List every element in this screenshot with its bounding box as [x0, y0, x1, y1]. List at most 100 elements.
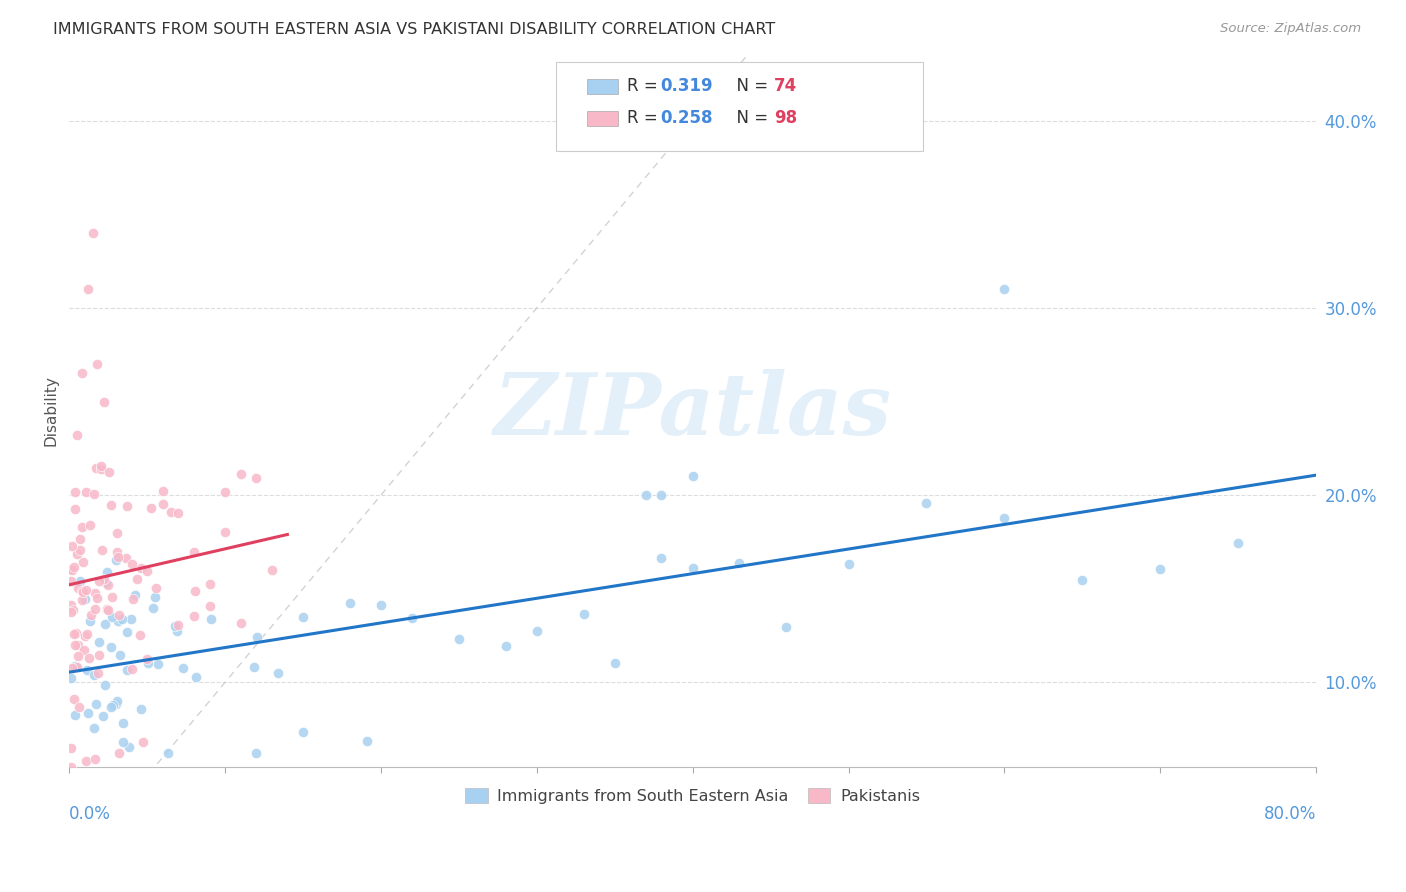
Text: 98: 98: [773, 110, 797, 128]
Point: [136, 656, 159, 670]
Point: [163, 619, 186, 633]
FancyBboxPatch shape: [555, 62, 924, 151]
Point: [67, 699, 90, 714]
Point: [77, 651, 100, 665]
Point: [75, 754, 97, 768]
Point: [267, 666, 290, 681]
Point: [101, 698, 124, 712]
Point: [60, 574, 83, 588]
Point: [128, 628, 150, 642]
Point: [915, 496, 938, 510]
Point: [76, 627, 98, 641]
Text: 0.319: 0.319: [661, 78, 713, 95]
Point: [401, 610, 423, 624]
Legend: Immigrants from South Eastern Asia, Pakistanis: Immigrants from South Eastern Asia, Paki…: [457, 780, 928, 812]
Point: [245, 747, 267, 761]
Point: [70, 367, 93, 381]
Point: [94, 617, 117, 632]
FancyBboxPatch shape: [586, 78, 617, 95]
Point: [97, 603, 120, 617]
Point: [120, 611, 142, 625]
Point: [69, 574, 91, 589]
Point: [107, 614, 129, 628]
Point: [183, 609, 205, 624]
Text: ZIPatlas: ZIPatlas: [494, 369, 891, 452]
Text: 80.0%: 80.0%: [1264, 805, 1316, 823]
Point: [63, 638, 86, 652]
Point: [112, 716, 135, 731]
Point: [682, 469, 704, 483]
Point: [993, 511, 1015, 525]
Point: [838, 558, 860, 572]
Point: [75, 582, 97, 597]
Point: [245, 471, 267, 485]
Point: [63, 658, 86, 673]
Point: [79, 517, 101, 532]
Point: [65, 502, 87, 516]
Point: [214, 525, 236, 540]
FancyBboxPatch shape: [586, 111, 617, 127]
Point: [87, 648, 110, 662]
Point: [72, 585, 94, 599]
Point: [73, 591, 96, 606]
Point: [121, 662, 143, 676]
Point: [84, 752, 107, 766]
Point: [101, 610, 124, 624]
Point: [76, 663, 98, 677]
Point: [152, 497, 174, 511]
Point: [198, 599, 221, 613]
Point: [66, 547, 89, 561]
Point: [292, 610, 315, 624]
Point: [63, 485, 86, 500]
Point: [111, 612, 134, 626]
Text: N =: N =: [727, 78, 773, 95]
Point: [75, 485, 97, 500]
Point: [260, 563, 283, 577]
Point: [100, 640, 122, 654]
Point: [172, 661, 194, 675]
Point: [66, 428, 89, 442]
Point: [70, 593, 93, 607]
Point: [107, 608, 129, 623]
Point: [124, 589, 146, 603]
Point: [105, 697, 128, 711]
Point: [682, 561, 704, 575]
Point: [93, 394, 115, 409]
Point: [98, 465, 121, 479]
Point: [83, 601, 105, 615]
Text: R =: R =: [627, 78, 662, 95]
Point: [60, 671, 83, 685]
Point: [141, 501, 163, 516]
Point: [291, 725, 314, 739]
Point: [650, 551, 672, 566]
Point: [167, 617, 190, 632]
Point: [101, 590, 124, 604]
Point: [447, 632, 470, 646]
Text: 0.258: 0.258: [661, 110, 713, 128]
Point: [86, 591, 108, 606]
Point: [184, 583, 207, 598]
Point: [72, 555, 94, 569]
Point: [167, 506, 190, 520]
Point: [993, 282, 1015, 296]
Point: [77, 706, 100, 720]
Point: [157, 747, 180, 761]
Text: Source: ZipAtlas.com: Source: ZipAtlas.com: [1220, 22, 1361, 36]
Point: [183, 545, 205, 559]
Point: [90, 458, 112, 473]
Point: [1227, 536, 1250, 550]
Point: [245, 630, 267, 644]
Point: [67, 648, 90, 663]
Text: 74: 74: [773, 78, 797, 95]
Point: [89, 574, 111, 588]
Point: [728, 556, 751, 570]
Point: [125, 572, 148, 586]
Point: [198, 576, 221, 591]
Text: IMMIGRANTS FROM SOUTH EASTERN ASIA VS PAKISTANI DISABILITY CORRELATION CHART: IMMIGRANTS FROM SOUTH EASTERN ASIA VS PA…: [53, 22, 776, 37]
Point: [82, 226, 104, 240]
Point: [142, 601, 165, 615]
Text: N =: N =: [727, 110, 773, 128]
Point: [118, 739, 141, 754]
Point: [91, 708, 114, 723]
Point: [370, 598, 392, 612]
